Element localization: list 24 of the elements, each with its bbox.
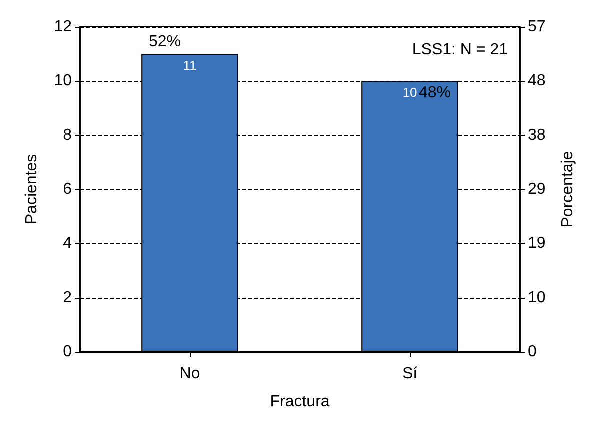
y-tick-label: 2 (63, 289, 72, 306)
y2-tick-label: 19 (528, 235, 546, 252)
y2-tick-label: 57 (528, 18, 546, 36)
annotation: 52% (148, 34, 181, 51)
y-axis-title: Pacientes (24, 154, 40, 225)
y2-tick-label: 38 (528, 126, 546, 144)
y-tick-label: 8 (63, 126, 72, 144)
y2-tick-label: 10 (528, 289, 546, 306)
y2-tick-label: 48 (528, 72, 546, 90)
y2-axis-title: Porcentaje (560, 151, 576, 228)
y-tick-label: 12 (54, 18, 72, 36)
data-label: 10 (402, 85, 418, 100)
data-label: 11 (183, 58, 197, 74)
x-axis-title: Fractura (270, 394, 330, 410)
y2-tick-label: 29 (528, 181, 546, 198)
y-tick-label: 10 (54, 72, 72, 90)
x-tick-label: No (180, 366, 200, 382)
annotation: 48% (419, 84, 452, 102)
annotation: LSS1: N = 21 (412, 42, 508, 58)
x-tick-label: Sí (402, 366, 418, 382)
y-tick-label: 6 (63, 181, 72, 198)
y-tick-label: 0 (63, 344, 72, 360)
y2-tick-label: 0 (528, 344, 537, 360)
y-tick-label: 4 (63, 235, 72, 252)
